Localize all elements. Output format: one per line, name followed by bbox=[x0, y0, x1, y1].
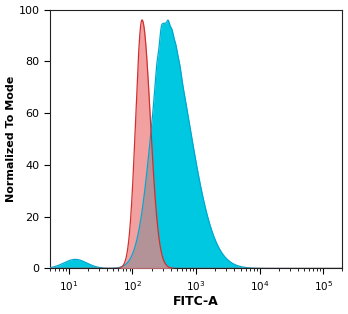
X-axis label: FITC-A: FITC-A bbox=[173, 295, 219, 308]
Y-axis label: Normalized To Mode: Normalized To Mode bbox=[6, 76, 16, 202]
